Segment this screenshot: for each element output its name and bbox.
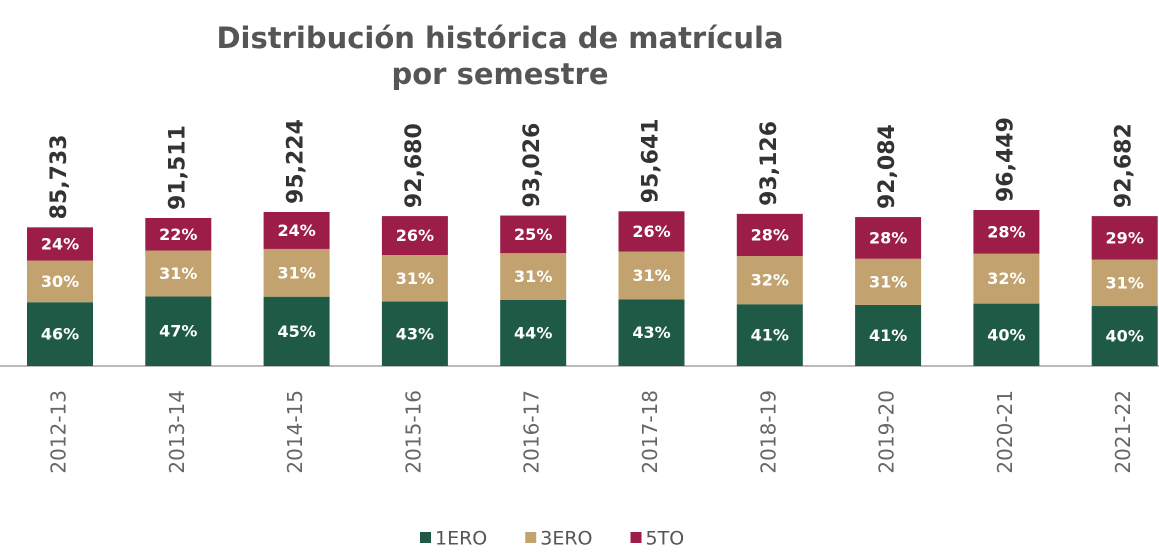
segment-label: 43% bbox=[396, 324, 434, 343]
bar-segment bbox=[973, 210, 1040, 254]
segment-label: 31% bbox=[396, 269, 434, 288]
legend-label: 5TO bbox=[646, 528, 685, 550]
bar-segment bbox=[381, 216, 448, 256]
bar-segment bbox=[381, 255, 448, 302]
bar-segment bbox=[500, 215, 567, 254]
segment-label: 26% bbox=[396, 226, 434, 245]
segment-label: 31% bbox=[159, 264, 197, 283]
segment-label: 45% bbox=[277, 322, 315, 341]
chart-title: Distribución histórica de matrícula bbox=[216, 21, 783, 55]
legend-label: 3ERO bbox=[540, 528, 592, 550]
bar-segment bbox=[1091, 259, 1158, 307]
legend-swatch bbox=[420, 532, 431, 543]
bar-segment bbox=[736, 304, 803, 366]
bar-segment bbox=[145, 296, 212, 366]
segment-label: 29% bbox=[1106, 228, 1144, 247]
segment-label: 47% bbox=[159, 322, 197, 341]
bar-segment bbox=[27, 302, 93, 366]
total-label: 93,126 bbox=[757, 121, 782, 206]
segment-label: 31% bbox=[869, 272, 907, 291]
segment-label: 43% bbox=[632, 323, 670, 342]
segment-label: 40% bbox=[1106, 327, 1144, 346]
bar-segment bbox=[500, 299, 567, 366]
bar-segment bbox=[263, 248, 330, 297]
bar-segment bbox=[736, 256, 803, 305]
bar-segment bbox=[973, 303, 1040, 366]
segment-label: 40% bbox=[987, 325, 1025, 344]
legend-label: 1ERO bbox=[435, 528, 487, 550]
segment-label: 30% bbox=[41, 272, 79, 291]
bar-segment bbox=[618, 211, 685, 252]
x-tick-label: 2015-16 bbox=[401, 390, 425, 474]
bar-segment bbox=[145, 250, 212, 297]
segment-label: 28% bbox=[987, 222, 1025, 241]
segment-label: 22% bbox=[159, 225, 197, 244]
total-label: 92,084 bbox=[875, 124, 900, 209]
bar-segment bbox=[618, 251, 685, 300]
total-label: 91,511 bbox=[165, 125, 190, 210]
bar-segment bbox=[855, 304, 922, 366]
bar-segment bbox=[855, 217, 922, 259]
bar-segment bbox=[618, 299, 685, 366]
segment-label: 24% bbox=[41, 234, 79, 253]
x-tick-label: 2017-18 bbox=[638, 390, 662, 474]
segment-label: 32% bbox=[751, 271, 789, 290]
segment-label: 28% bbox=[751, 225, 789, 244]
segment-label: 31% bbox=[277, 263, 315, 282]
x-tick-label: 2013-14 bbox=[165, 390, 189, 474]
segment-label: 31% bbox=[514, 267, 552, 286]
total-label: 92,682 bbox=[1112, 123, 1137, 208]
total-label: 95,641 bbox=[639, 118, 664, 203]
bar-segment bbox=[27, 260, 93, 303]
bar-segment bbox=[381, 301, 448, 366]
segment-label: 24% bbox=[277, 221, 315, 240]
x-tick-label: 2019-20 bbox=[875, 390, 899, 474]
segment-label: 31% bbox=[1106, 273, 1144, 292]
segment-label: 46% bbox=[41, 325, 79, 344]
x-tick-label: 2014-15 bbox=[283, 390, 307, 474]
x-tick-label: 2020-21 bbox=[993, 390, 1017, 474]
segment-label: 41% bbox=[869, 326, 907, 345]
segment-label: 31% bbox=[632, 266, 670, 285]
segment-label: 44% bbox=[514, 323, 552, 342]
bar-segment bbox=[27, 227, 93, 261]
bar-segment bbox=[500, 253, 567, 300]
bar-segment bbox=[973, 253, 1040, 304]
total-label: 85,733 bbox=[47, 134, 72, 219]
bar-segment bbox=[1091, 306, 1158, 366]
bar-segment bbox=[263, 211, 330, 249]
segment-label: 32% bbox=[987, 269, 1025, 288]
total-label: 93,026 bbox=[520, 123, 545, 208]
legend-swatch bbox=[525, 532, 537, 543]
legend-swatch bbox=[630, 532, 642, 543]
segment-label: 25% bbox=[514, 225, 552, 244]
bar-segment bbox=[263, 296, 330, 366]
bar-segment bbox=[1091, 216, 1158, 260]
bar-segment bbox=[855, 258, 922, 305]
chart-subtitle: por semestre bbox=[392, 57, 609, 91]
total-label: 96,449 bbox=[993, 117, 1018, 202]
total-label: 95,224 bbox=[284, 119, 309, 204]
x-tick-label: 2021-22 bbox=[1111, 390, 1135, 474]
x-tick-label: 2018-19 bbox=[756, 390, 780, 474]
segment-label: 41% bbox=[751, 326, 789, 345]
bar-segment bbox=[145, 217, 212, 251]
segment-label: 28% bbox=[869, 228, 907, 247]
segment-label: 26% bbox=[632, 222, 670, 241]
x-tick-label: 2012-13 bbox=[47, 390, 71, 474]
bar-segment bbox=[736, 213, 803, 257]
x-tick-label: 2016-17 bbox=[520, 390, 544, 474]
total-label: 92,680 bbox=[402, 123, 427, 208]
